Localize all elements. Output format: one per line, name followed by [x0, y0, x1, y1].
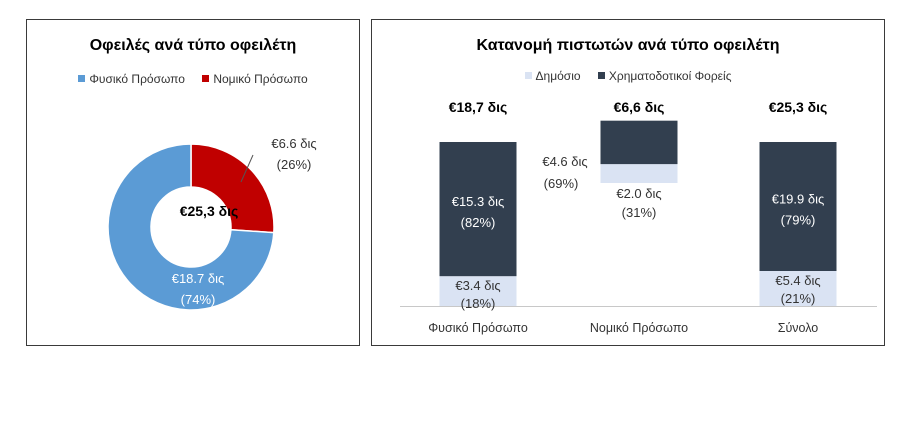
legend-item-financial: Χρηματοδοτικοί Φορείς — [597, 69, 732, 83]
bar-label-financial-value-legal-entity: €4.6 δις — [542, 154, 587, 169]
donut-center-total-label: €25,3 δις — [180, 203, 239, 219]
debts-by-debtor-type-panel: Οφειλές ανά τύπο οφειλέτη Φυσικό Πρόσωπο… — [26, 19, 360, 346]
legend-label-individual: Φυσικό Πρόσωπο — [89, 72, 185, 86]
bar-total-label-legal-entity: €6,6 δις — [614, 99, 665, 115]
donut-label-legal-entity-pct: (26%) — [277, 157, 312, 172]
right-legend: Δημόσιο Χρηματοδοτικοί Φορείς — [372, 69, 884, 83]
bar-label-public-pct-total: (21%) — [781, 291, 816, 306]
stacked-bar-chart: €15.3 δις (82%) €3.4 δις (18%) €18,7 δις Φυσι… — [400, 99, 877, 335]
legend-label-financial: Χρηματοδοτικοί Φορείς — [608, 69, 732, 83]
x-tick-label-total: Σύνολο — [778, 321, 819, 335]
bar-label-financial-pct-legal-entity: (69%) — [544, 176, 579, 191]
bar-segment-public-total — [759, 270, 837, 306]
bar-label-financial-pct-individual: (82%) — [461, 215, 496, 230]
legend-swatch-legal-entity — [202, 75, 210, 82]
bar-segment-financial-individual — [439, 142, 517, 277]
bar-total-label-total: €25,3 δις — [769, 99, 828, 115]
donut-slice-individual — [107, 143, 275, 311]
bar-segment-public-legal-entity — [600, 164, 678, 183]
donut-label-legal-entity-value: €6.6 δις — [271, 136, 316, 151]
bar-label-financial-pct-total: (79%) — [781, 212, 816, 227]
bar-label-public-value-total: €5.4 δις — [775, 273, 820, 288]
legend-swatch-public — [524, 72, 532, 79]
donut-label-individual-pct: (74%) — [181, 292, 216, 307]
legend-swatch-financial — [597, 72, 605, 79]
bar-total-label-individual: €18,7 δις — [449, 99, 508, 115]
donut-chart: €25,3 δις €6.6 δις (26%) €18.7 δις (74%) — [107, 136, 317, 311]
bar-segment-financial-total — [759, 142, 837, 271]
bar-segment-public-individual — [439, 276, 517, 306]
bar-label-financial-value-total: €19.9 δις — [772, 191, 825, 206]
donut-label-individual-value: €18.7 δις — [172, 271, 225, 286]
x-tick-label-individual: Φυσικό Πρόσωπο — [428, 321, 528, 335]
bar-label-financial-value-individual: €15.3 δις — [452, 194, 505, 209]
bar-label-public-value-legal-entity: €2.0 δις — [616, 186, 661, 201]
bar-label-public-value-individual: €3.4 δις — [455, 278, 500, 293]
legend-item-public: Δημόσιο — [524, 69, 581, 83]
legend-label-legal-entity: Νομικό Πρόσωπο — [213, 72, 308, 86]
legend-item-individual: Φυσικό Πρόσωπο — [78, 72, 185, 86]
right-chart-title: Κατανομή πιστωτών ανά τύπο οφειλέτη — [476, 37, 780, 54]
x-tick-label-legal-entity: Νομικό Πρόσωπο — [590, 321, 688, 335]
bar-label-public-pct-individual: (18%) — [461, 296, 496, 311]
legend-swatch-individual — [78, 75, 86, 82]
donut-leader-line — [240, 154, 254, 183]
left-chart-title: Οφειλές ανά τύπο οφειλέτη — [89, 37, 297, 54]
creditors-by-debtor-type-panel: Κατανομή πιστωτών ανά τύπο οφειλέτη Δημό… — [371, 19, 885, 346]
left-legend: Φυσικό Πρόσωπο Νομικό Πρόσωπο — [27, 72, 359, 86]
bar-label-public-pct-legal-entity: (31%) — [622, 205, 657, 220]
donut-slice-legal-entity — [190, 143, 275, 234]
legend-item-legal-entity: Νομικό Πρόσωπο — [202, 72, 308, 86]
bar-segment-financial-legal-entity — [600, 120, 678, 165]
legend-label-public: Δημόσιο — [535, 69, 581, 83]
